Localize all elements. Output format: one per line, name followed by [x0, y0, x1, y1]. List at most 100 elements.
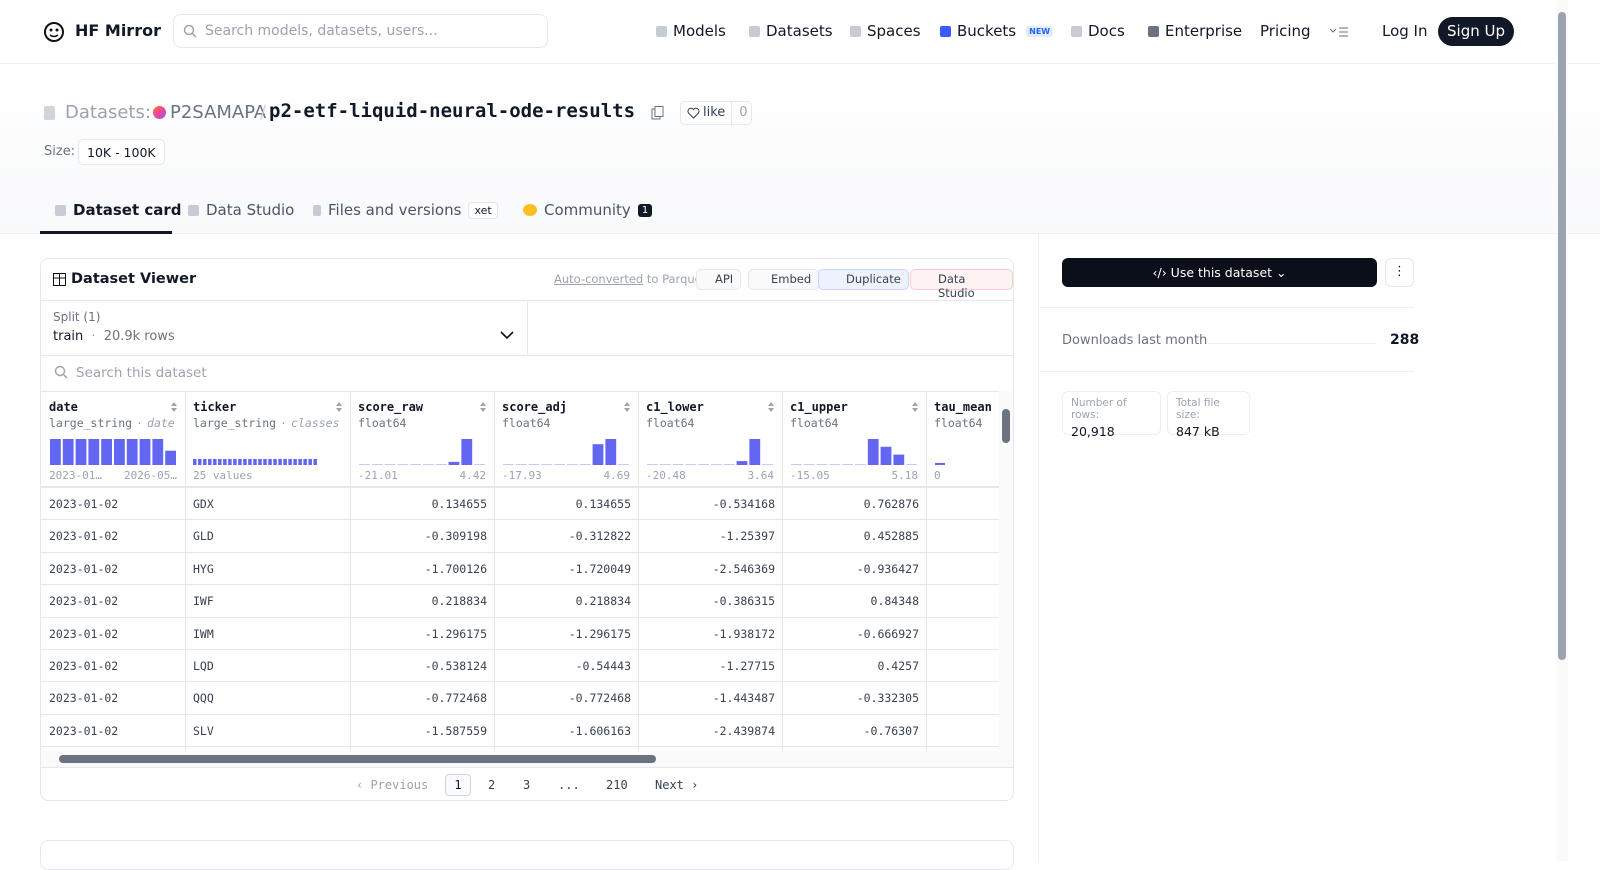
numeric-cell: -2.439874: [712, 723, 775, 738]
histogram-bar: [711, 464, 722, 465]
sort-icon[interactable]: [911, 401, 919, 413]
row-border: [41, 616, 999, 618]
histogram-bar: [893, 454, 905, 465]
histogram-bar: [528, 464, 540, 465]
nav-link[interactable]: Spaces: [850, 22, 921, 40]
nav-link[interactable]: Models: [656, 22, 726, 40]
size-tag[interactable]: 10K - 100K: [78, 139, 165, 165]
like-button[interactable]: like 0: [680, 101, 752, 125]
dtype: float64: [790, 416, 839, 430]
split-label: Split (1): [53, 310, 101, 324]
stat-value: 20,918: [1071, 424, 1115, 439]
histogram-bar: [935, 462, 945, 465]
numeric-cell: 0.84348: [870, 594, 919, 609]
previous-button[interactable]: ‹ Previous: [356, 778, 429, 792]
column-histogram: [647, 439, 773, 465]
text-cell: 2023-01-02: [49, 497, 119, 511]
column-name: score_raw: [358, 400, 424, 414]
histogram-bar: [359, 464, 370, 465]
dtype: large_string: [49, 416, 133, 430]
numeric-cell: -0.54443: [575, 659, 631, 673]
page-button[interactable]: 1: [445, 774, 471, 796]
text-cell: 2023-01-02: [49, 659, 119, 673]
split-chevron[interactable]: [500, 331, 514, 340]
histogram-bar: [592, 444, 604, 465]
page-button[interactable]: 210: [606, 778, 628, 792]
repo-owner[interactable]: P2SAMAPA: [170, 102, 267, 123]
text-cell: IWF: [193, 594, 214, 609]
nav-link[interactable]: Datasets: [749, 22, 833, 40]
sort-icon[interactable]: [170, 401, 178, 413]
histogram-bar: [579, 464, 591, 465]
sort-icon[interactable]: [335, 401, 343, 413]
sort-icon[interactable]: [479, 401, 487, 413]
class-bar: [308, 459, 312, 465]
range-max: 5.18: [891, 469, 919, 482]
text-cell: 2023-01-02: [49, 529, 119, 544]
signup-button[interactable]: Sign Up: [1438, 17, 1514, 46]
histogram-bar: [736, 461, 748, 465]
range-max: 4.69: [603, 469, 631, 482]
tab[interactable]: Files and versions xet: [313, 201, 498, 219]
more-button[interactable]: ⋮: [1385, 258, 1414, 287]
histogram-bar: [906, 464, 917, 465]
duplicate-button[interactable]: Duplicate: [818, 269, 909, 290]
column-histogram: [50, 439, 176, 465]
text-cell: 2023-01-02: [49, 626, 119, 641]
horizontal-scrollbar[interactable]: [41, 751, 1013, 767]
api-button[interactable]: API: [696, 269, 742, 290]
text-cell: QQQ: [193, 691, 214, 706]
embed-button[interactable]: Embed: [748, 269, 820, 290]
page-button[interactable]: 2: [488, 778, 496, 792]
class-bar: [203, 459, 207, 465]
next-section: [40, 840, 1014, 870]
column-border: [926, 391, 927, 751]
class-bar: [298, 459, 302, 465]
more-menu[interactable]: [1329, 26, 1349, 38]
class-bar: [243, 459, 247, 465]
class-bar: [198, 459, 202, 465]
sort-icon[interactable]: [767, 401, 775, 413]
data-studio-button[interactable]: Data Studio: [910, 269, 1013, 300]
copy-button[interactable]: [651, 106, 664, 120]
auto-converted-link[interactable]: Auto-converted: [554, 272, 644, 286]
sort-arrow: [171, 402, 177, 412]
split-select[interactable]: train · 20.9k rows: [53, 329, 175, 344]
dataset-icon: [44, 106, 55, 120]
brand[interactable]: HF Mirror: [75, 21, 161, 40]
row-border: [41, 649, 999, 650]
histogram-bar: [698, 464, 709, 465]
range-max: 2026-05…: [124, 469, 177, 482]
numeric-cell: 0.452885: [863, 529, 919, 544]
next-button[interactable]: Next ›: [655, 778, 699, 792]
column-type: float64: [502, 416, 550, 430]
histogram-bar: [423, 464, 434, 465]
search-box[interactable]: Search models, datasets, users...: [173, 14, 548, 48]
column-border: [638, 391, 639, 751]
tab[interactable]: Dataset card: [55, 201, 182, 219]
repo-separator: /: [260, 102, 267, 123]
separator: ·: [280, 416, 288, 430]
numeric-cell: -0.309198: [424, 529, 487, 544]
nav-link[interactable]: Enterprise: [1148, 22, 1242, 40]
header-border: [41, 486, 999, 488]
nav-link[interactable]: Pricing: [1260, 22, 1311, 40]
range-min: 2023-01…: [49, 469, 102, 482]
class-bar: [273, 459, 277, 465]
class-bar: [213, 459, 217, 465]
vertical-scrollbar[interactable]: [999, 391, 1013, 751]
text-cell: HYG: [193, 561, 214, 576]
nav-link[interactable]: Buckets NEW: [940, 22, 1054, 40]
page-scrollbar[interactable]: [1556, 0, 1568, 861]
use-dataset-button[interactable]: ‹/› Use this dataset ⌄: [1062, 258, 1377, 287]
numeric-cell: -0.76307: [863, 723, 919, 738]
tab[interactable]: Data Studio: [188, 201, 294, 219]
page-button[interactable]: 3: [523, 778, 531, 792]
tab[interactable]: Community 1: [523, 201, 653, 219]
dataset-search[interactable]: Search this dataset: [76, 365, 207, 381]
login[interactable]: Log In: [1382, 22, 1428, 40]
range-max: 3.64: [747, 469, 775, 482]
nav-link[interactable]: Docs: [1071, 22, 1125, 40]
sort-icon[interactable]: [623, 401, 631, 413]
numeric-cell: -1.296175: [424, 626, 487, 641]
